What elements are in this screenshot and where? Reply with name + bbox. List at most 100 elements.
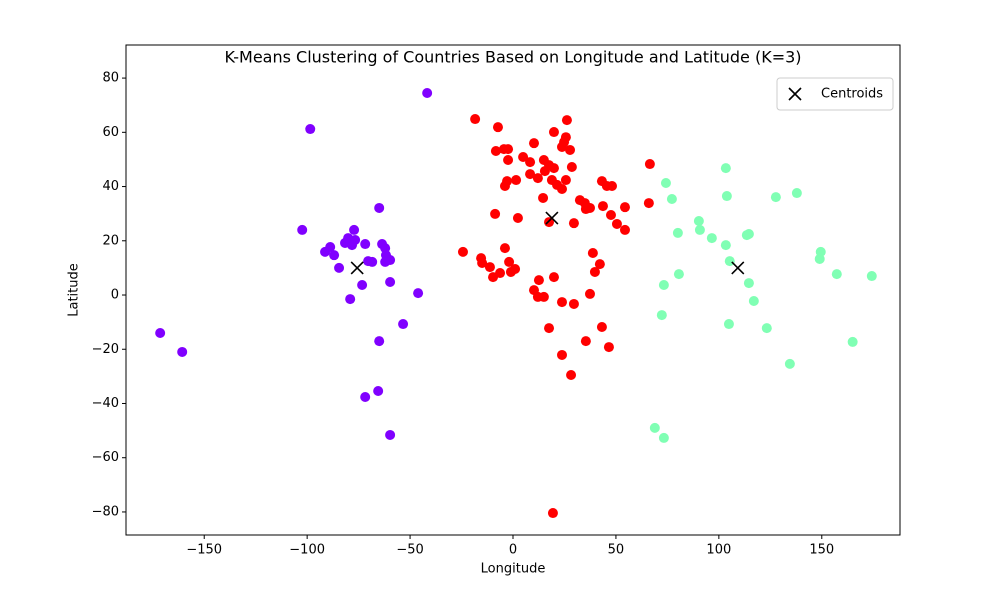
point: [385, 255, 396, 266]
x-axis-label: Longitude: [481, 562, 546, 577]
point: [589, 266, 600, 277]
y-tick-label: −20: [92, 342, 119, 357]
point: [484, 262, 495, 273]
point: [724, 256, 735, 267]
legend-label: Centroids: [821, 87, 883, 102]
point: [644, 159, 655, 170]
x-marker-stroke: [350, 261, 364, 275]
point: [525, 157, 536, 168]
x-marker-stroke: [731, 261, 745, 275]
point: [373, 386, 384, 397]
point: [329, 250, 340, 261]
point: [360, 239, 371, 250]
point: [325, 242, 336, 253]
y-tick-label: 80: [102, 71, 119, 86]
point: [556, 141, 567, 152]
point: [499, 181, 510, 192]
point: [345, 294, 356, 305]
point: [587, 247, 598, 258]
point: [743, 278, 754, 289]
point: [539, 166, 550, 177]
point: [357, 279, 368, 290]
point: [693, 215, 704, 226]
point: [548, 272, 559, 283]
point: [490, 146, 501, 157]
point: [656, 310, 667, 321]
point: [525, 169, 536, 180]
point: [398, 319, 409, 330]
point: [560, 175, 571, 186]
point: [533, 275, 544, 286]
point: [565, 144, 576, 155]
point: [544, 217, 555, 228]
point: [568, 298, 579, 309]
point: [611, 218, 622, 229]
y-axis-label: Latitude: [67, 263, 82, 317]
point: [374, 202, 385, 213]
point: [367, 256, 378, 267]
point: [723, 319, 734, 330]
point: [457, 246, 468, 257]
point: [596, 322, 607, 333]
point: [512, 213, 523, 224]
point: [831, 269, 842, 280]
chart-title: K-Means Clustering of Countries Based on…: [224, 48, 801, 67]
centroid: [731, 261, 745, 275]
point: [721, 191, 732, 202]
point: [413, 288, 424, 299]
point: [385, 277, 396, 288]
point: [649, 422, 660, 433]
point: [538, 291, 549, 302]
point: [603, 342, 614, 353]
point: [866, 271, 877, 282]
point: [561, 115, 572, 126]
point: [566, 370, 577, 381]
point: [658, 279, 669, 290]
point: [743, 229, 754, 240]
point: [528, 138, 539, 149]
point: [568, 218, 579, 229]
point: [503, 154, 514, 165]
point: [349, 224, 360, 235]
point: [518, 151, 529, 162]
y-tick-label: 60: [102, 125, 119, 140]
point: [748, 295, 759, 306]
y-tick-label: −60: [92, 450, 119, 465]
point: [532, 173, 543, 184]
point: [548, 163, 559, 174]
point: [556, 183, 567, 194]
point: [385, 429, 396, 440]
x-tick-label: −150: [186, 543, 222, 558]
point: [594, 259, 605, 270]
point: [761, 323, 772, 334]
point: [490, 208, 501, 219]
point: [350, 234, 361, 245]
point: [658, 432, 669, 443]
plot-frame: [125, 44, 901, 536]
x-tick-label: 100: [706, 543, 731, 558]
point: [580, 336, 591, 347]
point: [770, 192, 781, 203]
point: [374, 336, 385, 347]
point: [305, 124, 316, 135]
point: [177, 346, 188, 357]
x-tick-label: 150: [809, 543, 834, 558]
point: [470, 114, 481, 125]
point: [706, 233, 717, 244]
x-tick-label: 0: [509, 543, 517, 558]
x-tick-label: −50: [396, 543, 423, 558]
point: [566, 162, 577, 173]
y-tick-label: 0: [111, 288, 119, 303]
point: [297, 224, 308, 235]
point: [597, 201, 608, 212]
x-marker-stroke: [545, 211, 559, 225]
point: [791, 188, 802, 199]
point: [672, 227, 683, 238]
point: [605, 210, 616, 221]
point: [673, 269, 684, 280]
point: [155, 327, 166, 338]
y-tick-label: −80: [92, 504, 119, 519]
point: [619, 224, 630, 235]
x-marker-stroke: [788, 87, 802, 101]
